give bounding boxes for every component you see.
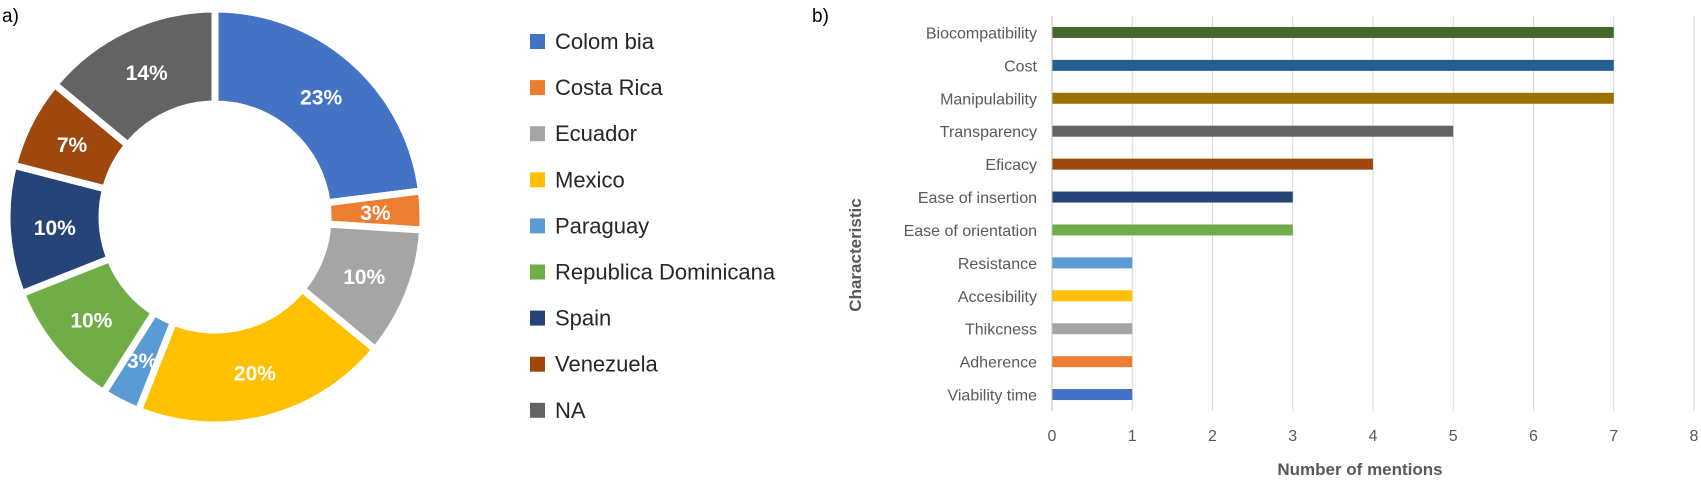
legend-swatch-paraguay [530,218,545,234]
bar-thikcness [1052,323,1133,335]
x-tick-label: 4 [1369,428,1378,445]
bar-accesibility [1052,290,1133,302]
bar-gridlines [1131,16,1695,411]
legend-swatch-spain [530,310,545,326]
x-tick-label: 7 [1609,428,1618,445]
category-label-resistance: Resistance [958,256,1037,273]
legend-label-venezuela: Venezuela [555,352,659,377]
x-tick-label: 0 [1048,428,1057,445]
bar-viability-time [1052,389,1133,401]
legend-label-paraguay: Paraguay [555,213,649,238]
bar-ease-of-orientation [1052,224,1293,236]
x-tick-label: 8 [1690,428,1699,445]
donut-slice-mexico [133,284,381,429]
legend-swatch-venezuela [530,356,545,372]
y-axis-title: Characteristic [846,198,865,311]
x-tick-labels: 0 1 2 3 4 5 6 7 8 [1048,428,1699,445]
donut-data-label: 3% [360,202,391,225]
category-label-accesibility: Accesibility [958,289,1037,306]
x-tick-label: 3 [1288,428,1297,445]
category-label-eficacy: Eficacy [985,157,1037,174]
bar-transparency [1052,125,1454,137]
legend-label-spain: Spain [555,306,611,331]
category-label-thikcness: Thikcness [965,322,1037,339]
x-tick-label: 1 [1128,428,1137,445]
donut-data-label: 10% [34,217,76,240]
donut-data-label: 7% [57,134,88,157]
bar-manipulability [1052,92,1614,104]
donut-chart-panel: a) 23% 3% 10% 20% 3% 10% 10% 7% 14% Colom bia Cos… [2,5,776,429]
bar-series [1052,26,1614,401]
legend-label-ecuador: Ecuador [555,121,637,146]
donut-data-label: 20% [234,362,276,385]
legend-swatch-colom-bia [530,34,545,49]
donut-data-label: 23% [300,87,342,110]
category-label-ease-of-orientation: Ease of orientation [904,223,1037,240]
x-tick-label: 5 [1449,428,1458,445]
bar-chart-panel: b) Biocompatibility Cost Manipulability Tra… [812,6,1699,479]
pie-legend: Colom bia Costa Rica Ecuador Mexico Paraguay… [530,29,776,423]
bar-cost [1052,59,1614,71]
donut-slice-na [49,5,219,150]
donut-slices [3,5,427,429]
donut-data-label: 10% [70,309,112,332]
category-label-biocompatibility: Biocompatibility [926,25,1037,42]
x-axis-title: Number of mentions [1277,460,1442,479]
category-label-manipulability: Manipulability [940,91,1037,108]
legend-swatch-na [530,402,545,418]
donut-data-label: 3% [127,350,158,373]
donut-data-labels: 23% 3% 10% 20% 3% 10% 10% 7% 14% [34,62,391,386]
legend-swatch-ecuador [530,126,545,142]
donut-data-label: 10% [343,266,385,289]
category-label-transparency: Transparency [940,124,1037,141]
legend-swatch-mexico [530,172,545,188]
legend-label-mexico: Mexico [555,167,625,192]
category-label-cost: Cost [1004,58,1037,75]
x-tick-label: 6 [1529,428,1538,445]
bar-eficacy [1052,158,1373,170]
bar-resistance [1052,257,1133,269]
x-tick-label: 2 [1208,428,1217,445]
donut-data-label: 14% [126,62,168,85]
bar-biocompatibility [1052,26,1614,38]
category-label-adherence: Adherence [960,355,1037,372]
bar-ease-of-insertion [1052,191,1293,203]
legend-label-colom-bia: Colom bia [555,29,655,54]
legend-swatch-costa-rica [530,80,545,96]
panel-label-a: a) [2,6,19,27]
panel-label-b: b) [812,6,829,27]
legend-label-costa-rica: Costa Rica [555,75,663,100]
legend-swatch-republica-dominicana [530,264,545,280]
category-tick-labels: Biocompatibility Cost Manipulability Transp… [904,25,1038,404]
category-label-viability-time: Viability time [947,388,1037,405]
legend-label-na: NA [555,398,586,423]
donut-slice-colom-bia [211,5,426,207]
bar-adherence [1052,356,1133,368]
legend-label-republica-dominicana: Republica Dominicana [555,260,776,285]
category-label-ease-of-insertion: Ease of insertion [918,190,1037,207]
